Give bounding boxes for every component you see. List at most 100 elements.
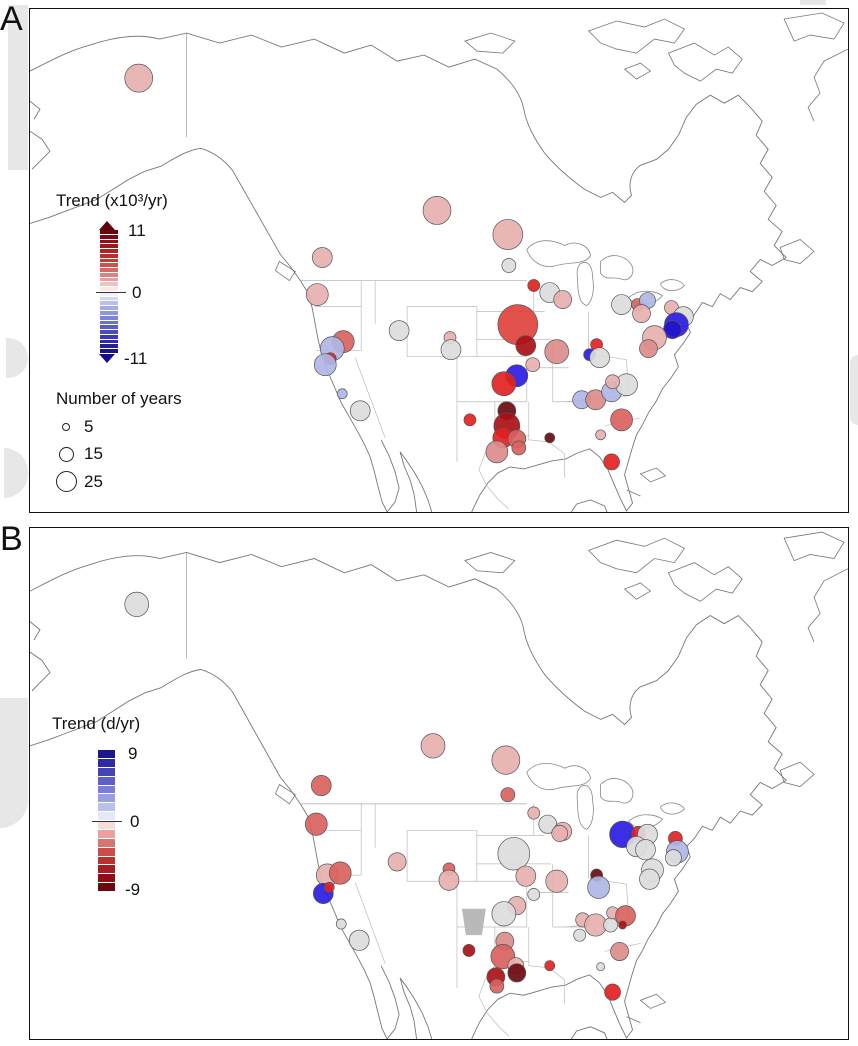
colorbar-segment [100, 339, 118, 344]
data-bubble [618, 920, 627, 930]
data-bubble [438, 869, 460, 891]
panel-b-label: B [0, 520, 23, 558]
colorbar-segment [100, 272, 118, 277]
size-legend-title: Number of years [56, 389, 182, 408]
data-bubble [551, 824, 569, 842]
colorbar-a-max: 11 [128, 221, 146, 240]
size-circle-medium [58, 446, 74, 462]
bubble-layer-b [124, 591, 689, 1001]
colorbar-segment [98, 776, 115, 785]
colorbar-segment [100, 330, 118, 334]
data-bubble [310, 775, 332, 797]
colorbar-segment [98, 794, 115, 803]
data-bubble [635, 839, 656, 861]
colorbar-b-max: 9 [128, 744, 138, 763]
data-bubble [639, 868, 660, 890]
data-bubble [573, 928, 586, 942]
size-legend: 5 15 25 [55, 417, 103, 499]
colorbar-segment [98, 838, 115, 847]
data-bubble [544, 339, 570, 365]
data-bubble [422, 196, 452, 225]
colorbar-segment [100, 291, 118, 296]
data-bubble [491, 901, 517, 927]
data-bubble [596, 962, 605, 972]
colorbar-a-down-arrow [99, 354, 115, 363]
size-label-medium: 15 [84, 444, 103, 463]
colorbar-a-title: Trend (x10³/yr) [56, 191, 168, 210]
data-bubble [304, 812, 328, 836]
data-bubble [545, 869, 569, 893]
data-bubble [589, 347, 610, 369]
data-bubble [605, 374, 620, 390]
colorbar-segment [100, 277, 118, 282]
data-bubble [525, 357, 541, 373]
colorbar-segment [98, 785, 115, 794]
data-bubble [507, 963, 527, 983]
data-bubble [440, 339, 462, 361]
data-bubble [420, 733, 446, 759]
size-legend-row: 5 [60, 417, 103, 437]
colorbar-segment [98, 812, 115, 820]
colorbar-b-zero-tick [92, 821, 122, 822]
data-bubble [497, 837, 531, 871]
colorbar-segment [98, 803, 115, 812]
data-bubble [349, 400, 371, 422]
data-bubble [515, 335, 537, 357]
data-bubble [587, 875, 610, 899]
colorbar-segment [100, 234, 118, 239]
data-bubble [665, 849, 682, 867]
data-bubble [610, 941, 629, 961]
data-bubble [632, 304, 651, 323]
data-bubble [124, 591, 150, 617]
panel-a: Trend (x10³/yr) 11 0 -11 Number of years… [29, 8, 849, 513]
data-bubble [323, 881, 335, 893]
colorbar-a-up-arrow [99, 221, 115, 230]
colorbar-segment [100, 325, 118, 330]
data-bubble [124, 63, 154, 93]
colorbar-segment [98, 821, 115, 829]
colorbar-segment [98, 865, 115, 874]
colorbar-segment [100, 306, 118, 311]
colorbar-b [98, 750, 115, 892]
panel-a-label: A [0, 0, 23, 38]
colorbar-segment [98, 847, 115, 856]
panel-b: Trend (d/yr) 9 0 -9 [29, 527, 849, 1040]
colorbar-segment [98, 856, 115, 865]
colorbar-segment [100, 344, 118, 349]
gray-patch [461, 908, 486, 936]
colorbar-segment [100, 296, 118, 301]
watermark-shape [0, 698, 28, 828]
colorbar-segment [98, 829, 115, 838]
colorbar-segment [98, 874, 115, 883]
data-bubble [489, 978, 505, 994]
data-bubble [603, 453, 620, 471]
data-bubble [491, 371, 517, 397]
data-bubble [335, 918, 347, 930]
data-bubble [595, 429, 606, 441]
data-bubble [639, 339, 658, 359]
size-circle-small [62, 423, 70, 431]
data-bubble [610, 408, 633, 432]
size-label-large: 25 [84, 471, 103, 491]
data-bubble [463, 413, 477, 427]
data-bubble [313, 353, 337, 377]
colorbar-a-min: -11 [124, 349, 148, 368]
colorbar-segment [98, 883, 115, 891]
watermark-shape [800, 0, 826, 5]
colorbar-segment [100, 268, 118, 272]
colorbar-segment [98, 758, 115, 767]
watermark-shape [8, 5, 28, 170]
map-north-america-a [30, 12, 848, 512]
colorbar-a [100, 230, 118, 354]
data-bubble [544, 960, 556, 972]
colorbar-b-title: Trend (d/yr) [52, 714, 141, 733]
data-bubble [492, 219, 524, 250]
data-bubble [485, 440, 509, 464]
colorbar-segment [100, 244, 118, 249]
data-bubble [527, 806, 541, 820]
size-legend-row: 25 [55, 471, 103, 492]
data-bubble [388, 320, 410, 342]
data-bubble [328, 861, 352, 885]
colorbar-b-min: -9 [125, 880, 141, 899]
data-bubble [311, 247, 333, 268]
